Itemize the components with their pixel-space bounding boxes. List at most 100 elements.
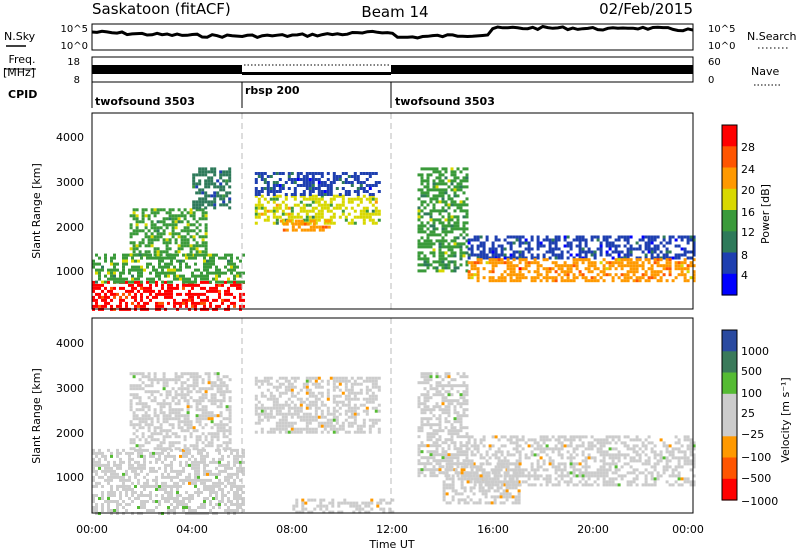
velocity-cbar-tick-neg25: −25 xyxy=(741,428,764,441)
velocity-panel: 1000 2000 3000 4000 Slant Range [km] Vel… xyxy=(30,317,792,515)
x-axis-label: Time UT xyxy=(368,538,414,551)
velocity-ytick-1000: 1000 xyxy=(56,471,84,484)
xtick-0800: 08:00 xyxy=(276,523,308,536)
power-colorbar-label: Power [dB] xyxy=(759,184,772,244)
velocity-region-6 xyxy=(417,372,469,478)
velocity-colorbar-swatch-3 xyxy=(722,372,737,395)
velocity-cbar-tick-25: 25 xyxy=(741,407,755,420)
power-colorbar-swatch-5 xyxy=(722,210,737,232)
power-ylabel: Slant Range [km] xyxy=(30,163,43,259)
noise-left-tick-bottom: 10^0 xyxy=(61,41,88,52)
velocity-cbar-tick-neg1000: −1000 xyxy=(741,495,778,508)
power-cbar-tick-16: 16 xyxy=(741,206,755,219)
velocity-colorbar-swatch-7 xyxy=(722,457,737,480)
velocity-colorbar-label: Velocity [m s⁻¹] xyxy=(779,377,792,462)
freq-right-tick-bottom: 0 xyxy=(708,75,714,86)
power-colorbar-swatch-8 xyxy=(722,273,737,296)
cpid-row: CPID twofsound 3503 rbsp 200 twofsound 3… xyxy=(8,82,495,108)
freq-right-tick-top: 60 xyxy=(708,57,721,68)
noise-panel-frame xyxy=(91,23,694,51)
noise-left-tick-top: 10^5 xyxy=(61,24,88,35)
power-cbar-tick-28: 28 xyxy=(741,141,755,154)
x-axis: 00:00 04:00 08:00 12:00 16:00 20:00 00:0… xyxy=(76,523,704,551)
power-region-5 xyxy=(254,194,381,225)
freq-band-segment-2 xyxy=(242,72,391,75)
power-y-ticks: 1000 2000 3000 4000 xyxy=(56,131,84,278)
noise-left-label: N.Sky xyxy=(4,30,36,43)
power-colorbar-swatch-7 xyxy=(722,252,737,275)
freq-band-segment-3 xyxy=(391,65,693,74)
power-region-4 xyxy=(192,167,232,210)
power-cbar-tick-4: 4 xyxy=(741,269,748,282)
power-cbar-tick-24: 24 xyxy=(741,163,755,176)
power-colorbar-swatch-2 xyxy=(722,146,737,169)
power-region-10 xyxy=(467,258,696,283)
freq-left-label: Freq. xyxy=(8,53,35,66)
velocity-ylabel: Slant Range [km] xyxy=(30,368,43,464)
cpid-segment-3: twofsound 3503 xyxy=(395,95,495,108)
velocity-cbar-tick-500: 500 xyxy=(741,365,762,378)
velocity-cbar-tick-neg100: −100 xyxy=(741,451,771,464)
velocity-ytick-2000: 2000 xyxy=(56,427,84,440)
cpid-label: CPID xyxy=(8,88,37,101)
xtick-0000: 00:00 xyxy=(76,523,108,536)
noise-panel: N.Sky 10^5 10^0 10^5 10^0 N.Search xyxy=(4,23,797,52)
power-ytick-2000: 2000 xyxy=(56,221,84,234)
station-title: Saskatoon (fitACF) xyxy=(92,0,231,18)
velocity-colorbar-swatch-1 xyxy=(722,330,737,352)
velocity-region-2 xyxy=(92,448,245,488)
power-panel-frame xyxy=(91,112,694,310)
noise-right-tick-top: 10^5 xyxy=(708,24,735,35)
xtick-0400: 04:00 xyxy=(176,523,208,536)
xtick-2400: 00:00 xyxy=(672,523,704,536)
velocity-colorbar xyxy=(721,329,738,501)
power-cbar-tick-12: 12 xyxy=(741,226,755,239)
velocity-panel-frame xyxy=(91,317,694,514)
freq-left-unit: [MHz] xyxy=(3,66,35,79)
velocity-colorbar-swatch-6 xyxy=(722,436,737,459)
beam-title: Beam 14 xyxy=(361,3,428,21)
velocity-region-8 xyxy=(467,435,696,487)
power-colorbar-swatch-4 xyxy=(722,188,737,211)
power-ytick-1000: 1000 xyxy=(56,265,84,278)
date-title: 02/Feb/2015 xyxy=(599,0,693,18)
velocity-data-layer xyxy=(92,372,696,515)
freq-left-tick-bottom: 8 xyxy=(74,75,80,86)
power-region-6 xyxy=(279,219,331,232)
velocity-region-4 xyxy=(254,376,381,434)
power-region-9 xyxy=(467,235,696,260)
power-colorbar-ticks: 4 8 12 16 20 24 28 xyxy=(741,141,755,282)
power-data-layer xyxy=(92,167,696,311)
velocity-colorbar-swatch-4 xyxy=(722,393,737,416)
freq-band-segment-1 xyxy=(92,65,242,74)
velocity-colorbar-ticks: 1000 500 100 25 −25 −100 −500 −1000 xyxy=(741,345,778,508)
noise-right-tick-bottom: 10^0 xyxy=(708,41,735,52)
xtick-1600: 16:00 xyxy=(477,523,509,536)
power-ytick-3000: 3000 xyxy=(56,176,84,189)
power-region-8 xyxy=(417,167,469,273)
velocity-ytick-4000: 4000 xyxy=(56,337,84,350)
noise-right-label: N.Search xyxy=(747,30,797,43)
power-ytick-4000: 4000 xyxy=(56,131,84,144)
power-cbar-tick-8: 8 xyxy=(741,249,748,262)
power-region-7 xyxy=(254,172,381,196)
velocity-colorbar-swatch-5 xyxy=(722,415,737,437)
velocity-colorbar-swatch-2 xyxy=(722,351,737,374)
velocity-cbar-tick-100: 100 xyxy=(741,387,762,400)
power-region-2 xyxy=(92,253,245,284)
power-region-3 xyxy=(129,208,208,257)
power-cbar-tick-20: 20 xyxy=(741,184,755,197)
velocity-region-1 xyxy=(92,485,245,515)
power-colorbar-swatch-1 xyxy=(722,125,737,147)
xtick-1200: 12:00 xyxy=(376,523,408,536)
noise-sky-line xyxy=(91,24,694,40)
cpid-segment-1: twofsound 3503 xyxy=(95,95,195,108)
frequency-panel: Freq. [MHz] 18 8 60 0 Nave xyxy=(3,53,780,86)
xtick-2000: 20:00 xyxy=(577,523,609,536)
velocity-colorbar-frame xyxy=(721,329,738,501)
velocity-cbar-tick-1000: 1000 xyxy=(741,345,769,358)
velocity-region-3 xyxy=(129,372,232,451)
power-colorbar-frame xyxy=(721,124,738,296)
freq-right-label: Nave xyxy=(751,65,779,78)
